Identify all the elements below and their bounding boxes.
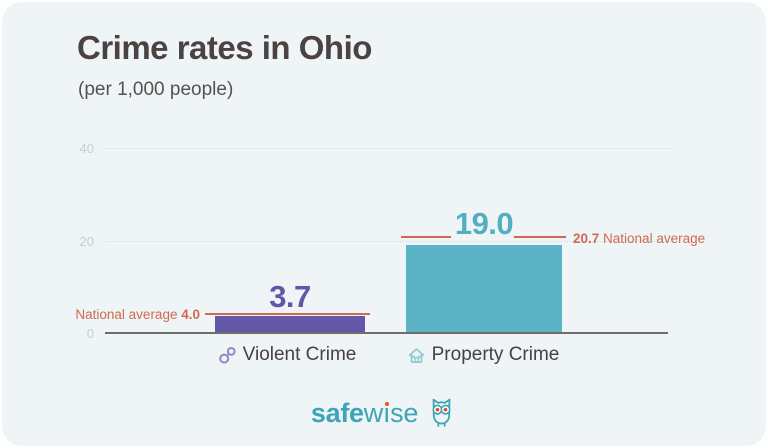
brand-safe: safe: [310, 397, 364, 428]
national-average-prefix: National average: [75, 307, 182, 322]
category-violent-crime: Violent Crime: [207, 342, 367, 368]
bar-violent-crime: [215, 316, 365, 333]
national-average-line-property-left: [401, 236, 451, 238]
handcuffs-icon: [218, 346, 237, 365]
value-label-property: 19.0: [454, 206, 514, 241]
brand-se: se: [390, 397, 419, 428]
safewise-logo: safe w ı se: [2, 393, 766, 433]
national-average-line-violent: [205, 313, 370, 315]
value-label-violent: 3.7: [269, 279, 311, 314]
category-label-property: Property Crime: [431, 344, 560, 365]
safewise-wordmark: safe w ı se: [311, 398, 418, 429]
national-average-suffix: National average: [599, 231, 706, 246]
y-axis-tick-20: 20: [79, 234, 94, 249]
y-axis-tick-0: 0: [86, 326, 94, 341]
y-axis-tick-40: 40: [79, 141, 94, 156]
house-icon: [407, 346, 426, 365]
chart-subtitle: (per 1,000 people): [78, 79, 234, 100]
national-average-value-property: 20.7: [573, 231, 600, 246]
brand-i: ı: [382, 397, 391, 428]
category-property-crime: Property Crime: [398, 342, 568, 368]
owl-icon: [426, 395, 457, 433]
gridline-40: [105, 148, 674, 149]
gridline-20: [105, 241, 674, 242]
bar-property-crime: [406, 245, 562, 333]
brand-w: w: [363, 397, 384, 428]
national-average-value-violent: 4.0: [181, 307, 200, 322]
x-axis-baseline: [105, 332, 668, 334]
chart-title: Crime rates in Ohio: [77, 29, 372, 66]
national-average-line-property-right: [514, 236, 566, 238]
national-average-label-violent: National average 4.0: [60, 307, 200, 322]
category-label-violent: Violent Crime: [242, 344, 357, 365]
national-average-label-property: 20.7 National average: [573, 231, 705, 246]
